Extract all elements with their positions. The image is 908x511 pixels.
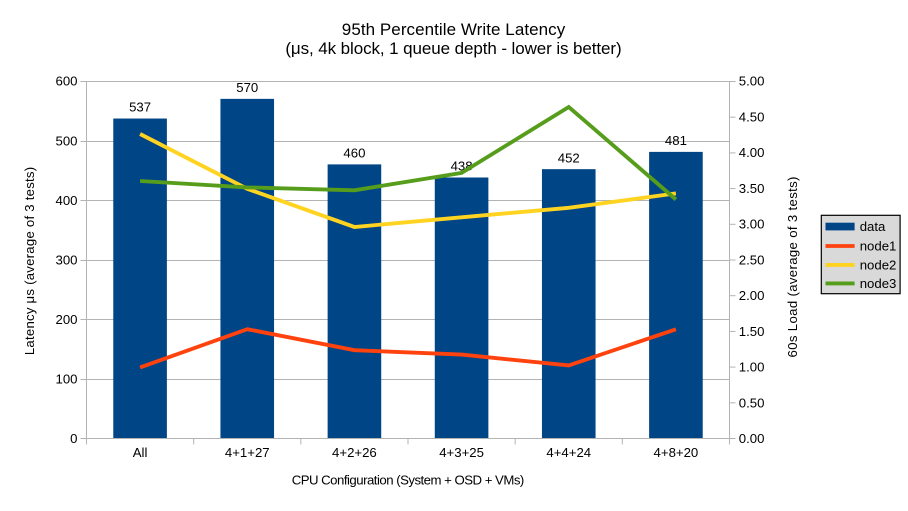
svg-text:460: 460: [343, 146, 365, 161]
svg-text:2.50: 2.50: [739, 252, 765, 267]
svg-text:node1: node1: [860, 239, 897, 254]
svg-text:2.00: 2.00: [739, 288, 765, 303]
svg-text:481: 481: [665, 133, 687, 148]
svg-text:0: 0: [70, 431, 77, 446]
svg-text:(μs, 4k block, 1 queue depth -: (μs, 4k block, 1 queue depth - lower is …: [285, 39, 621, 58]
svg-text:95th Percentile Write Latency: 95th Percentile Write Latency: [342, 20, 566, 39]
svg-text:537: 537: [129, 100, 151, 115]
svg-text:400: 400: [55, 193, 77, 208]
svg-text:4+1+27: 4+1+27: [225, 445, 270, 460]
svg-text:4.00: 4.00: [739, 145, 765, 160]
svg-text:5.00: 5.00: [739, 74, 765, 89]
svg-text:4.50: 4.50: [739, 109, 765, 124]
svg-text:4+4+24: 4+4+24: [546, 445, 591, 460]
svg-text:0.00: 0.00: [739, 431, 765, 446]
svg-text:3.50: 3.50: [739, 181, 765, 196]
svg-text:100: 100: [55, 372, 77, 387]
svg-text:CPU Configuration (System + OS: CPU Configuration (System + OSD + VMs): [292, 473, 525, 488]
svg-text:0.50: 0.50: [739, 395, 765, 410]
svg-text:data: data: [860, 219, 886, 234]
svg-text:452: 452: [558, 150, 580, 165]
svg-text:3.00: 3.00: [739, 217, 765, 232]
svg-text:node3: node3: [860, 276, 897, 291]
svg-text:node2: node2: [860, 257, 897, 272]
svg-text:4+3+25: 4+3+25: [439, 445, 484, 460]
svg-text:4+2+26: 4+2+26: [332, 445, 377, 460]
svg-text:200: 200: [55, 312, 77, 327]
svg-text:1.00: 1.00: [739, 360, 765, 375]
svg-text:570: 570: [236, 80, 258, 95]
svg-text:60s Load (average of 3 tests): 60s Load (average of 3 tests): [785, 177, 800, 358]
svg-text:Latency μs (average of 3 tests: Latency μs (average of 3 tests): [22, 167, 37, 355]
svg-text:1.50: 1.50: [739, 324, 765, 339]
svg-text:300: 300: [55, 252, 77, 267]
svg-text:500: 500: [55, 133, 77, 148]
svg-text:600: 600: [55, 74, 77, 89]
svg-text:All: All: [133, 445, 148, 460]
svg-text:4+8+20: 4+8+20: [654, 445, 699, 460]
